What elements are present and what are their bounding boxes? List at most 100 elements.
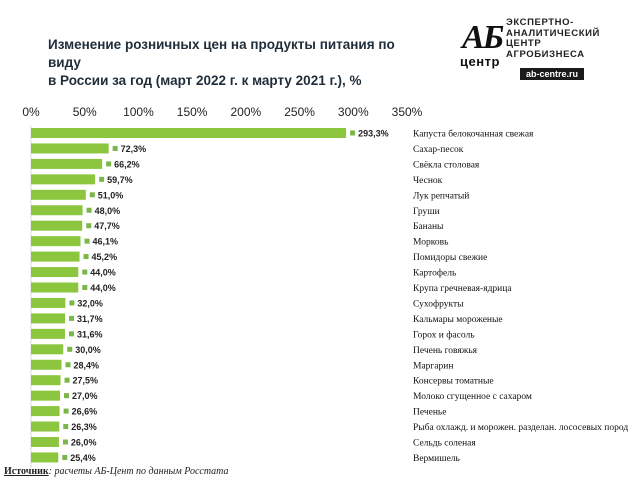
bar-value-label: 30,0% <box>75 345 101 355</box>
category-label: Свёкла столовая <box>413 160 480 170</box>
category-label: Кальмары мороженые <box>413 315 503 325</box>
label-marker <box>83 254 89 260</box>
bar-value-label: 27,5% <box>73 376 99 386</box>
chart-title-line1: Изменение розничных цен на продукты пита… <box>48 37 395 70</box>
label-marker <box>65 362 71 368</box>
category-label: Печенье <box>413 408 446 418</box>
label-marker <box>64 377 70 383</box>
category-label: Вермишель <box>413 454 461 464</box>
bar <box>31 158 103 169</box>
label-marker <box>68 331 74 337</box>
label-marker <box>82 269 88 275</box>
bar-value-label: 46,1% <box>93 237 119 247</box>
bar-value-label: 51,0% <box>98 190 124 200</box>
category-label: Сухофрукты <box>413 298 464 309</box>
label-marker <box>86 207 92 213</box>
logo-word: центр <box>460 54 500 69</box>
bar <box>31 406 60 417</box>
x-tick-label: 50% <box>73 105 97 119</box>
chart-title: Изменение розничных цен на продукты пита… <box>48 36 408 90</box>
logo-line4: АГРОБИЗНЕСА <box>506 48 585 60</box>
bar-value-label: 31,7% <box>77 314 103 324</box>
bar-value-label: 26,0% <box>71 438 97 448</box>
category-label: Картофель <box>413 268 457 279</box>
category-label: Груши <box>413 207 440 217</box>
logo-line2: АНАЛИТИЧЕСКИЙ <box>506 27 600 39</box>
bar <box>31 313 66 324</box>
bar <box>31 359 62 370</box>
chart-title-line2: в России за год (март 2022 г. к марту 20… <box>48 73 362 88</box>
bar <box>31 390 61 401</box>
logo-site-url: ab-centre.ru <box>520 68 585 80</box>
bar <box>31 143 109 154</box>
bar-value-label: 44,0% <box>90 268 116 278</box>
bar-value-label: 28,4% <box>74 360 100 370</box>
x-tick-label: 200% <box>231 105 262 119</box>
category-label: Морковь <box>413 238 449 248</box>
bar-value-label: 27,0% <box>72 391 98 401</box>
category-label: Сахар-песок <box>413 145 464 155</box>
bar-value-label: 26,6% <box>72 407 98 417</box>
x-tick-label: 0% <box>22 105 40 119</box>
ab-logo-mark: АБ центр <box>460 19 504 70</box>
label-marker <box>82 285 88 290</box>
logo-ab-letters: АБ <box>462 19 504 56</box>
category-label: Печень говяжья <box>413 346 478 356</box>
bar <box>31 344 64 355</box>
logo-description: ЭКСПЕРТНО- АНАЛИТИЧЕСКИЙ ЦЕНТР АГРОБИЗНЕ… <box>506 17 600 60</box>
bar-value-label: 66,2% <box>114 159 140 169</box>
label-marker <box>69 300 75 306</box>
x-tick-label: 150% <box>177 105 208 119</box>
category-label: Молоко сгущенное с сахаром <box>413 392 532 402</box>
bar-value-label: 47,7% <box>94 221 120 231</box>
category-label: Бананы <box>413 222 444 232</box>
label-marker <box>69 315 75 321</box>
bar <box>31 189 86 200</box>
bar-value-label: 32,0% <box>77 298 103 308</box>
label-marker <box>62 439 68 445</box>
bar <box>31 220 83 231</box>
bar <box>31 282 79 293</box>
bar-value-label: 31,6% <box>77 329 103 339</box>
label-marker <box>86 223 92 229</box>
source-note: Источник: расчеты АБ-Цент по данным Росс… <box>4 466 229 477</box>
ab-centre-logo: АБ центр ЭКСПЕРТНО- АНАЛИТИЧЕСКИЙ ЦЕНТР … <box>460 17 630 88</box>
bar-value-label: 26,3% <box>71 422 97 432</box>
label-marker <box>63 424 69 430</box>
bar <box>31 328 65 339</box>
bar <box>31 236 81 247</box>
category-label: Капуста белокочанная свежая <box>413 129 534 140</box>
x-tick-label: 100% <box>123 105 154 119</box>
bar <box>31 297 66 308</box>
category-label: Чеснок <box>413 176 443 186</box>
bar <box>31 375 61 386</box>
bar <box>31 267 79 278</box>
label-marker <box>89 192 95 198</box>
bar-value-label: 59,7% <box>107 175 133 185</box>
label-marker <box>64 393 70 399</box>
label-marker <box>106 161 112 167</box>
bar <box>31 251 80 262</box>
label-marker <box>84 238 90 244</box>
bar <box>31 437 59 447</box>
bar-value-label: 45,2% <box>92 252 118 262</box>
x-tick-label: 300% <box>338 105 369 119</box>
x-tick-label: 350% <box>392 105 423 119</box>
label-marker <box>112 145 118 151</box>
category-label: Крупа гречневая-ядрица <box>413 284 512 294</box>
category-label: Маргарин <box>413 361 453 371</box>
bar-value-label: 44,0% <box>90 283 116 293</box>
category-label: Горох и фасоль <box>413 329 475 340</box>
bar-value-label: 48,0% <box>95 206 121 216</box>
bar <box>31 421 60 432</box>
source-label: Источник <box>4 466 49 477</box>
category-label: Рыба охлажд. и морожен. разделан. лососе… <box>413 422 628 433</box>
label-marker <box>350 130 356 136</box>
bar <box>31 205 83 216</box>
bar <box>31 174 96 185</box>
logo-line3: ЦЕНТР <box>506 38 542 49</box>
category-label: Сельдь соленая <box>413 439 476 449</box>
label-marker <box>99 176 105 182</box>
bar <box>31 452 59 463</box>
